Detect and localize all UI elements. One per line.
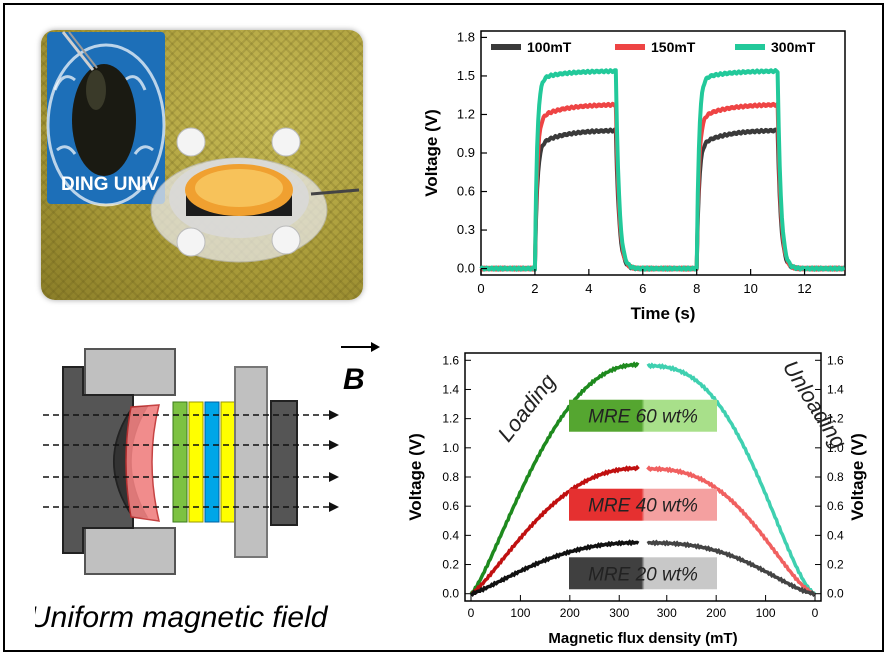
chart2-x-tick-label: 200 (706, 606, 726, 620)
yellow-layer (188, 401, 204, 523)
chart2-series-label-box (569, 557, 717, 590)
b-field-symbol: B (343, 363, 365, 396)
chart1-y-tick-label: 0.3 (457, 222, 475, 237)
chart1-legend-label: 100mT (527, 39, 572, 55)
chart2-series-label: MRE 60 wt% (588, 407, 698, 428)
chart2-loading-line (470, 464, 640, 596)
green-layer (172, 401, 188, 523)
right-magnet (234, 366, 268, 558)
chart2-y-tick-label-right: 1.2 (827, 412, 844, 426)
chart1-y-tick-label: 1.2 (457, 106, 475, 121)
chart2-y-tick-label-left: 1.6 (442, 353, 459, 367)
badge-text: DING UNIV (61, 174, 160, 195)
chart2-y-tick-label-right: 1.4 (827, 382, 844, 396)
chart2-x-tick-label: 300 (657, 606, 677, 620)
chart2-unloading-line (646, 465, 816, 597)
chart2-y-tick-label-right: 0.4 (827, 528, 844, 542)
chart2-series-label-box (569, 399, 717, 432)
blue-layer (204, 401, 220, 523)
chart2-x-tick-label: 100 (510, 606, 530, 620)
device-photo-illustration: DING UNIV (46, 31, 360, 263)
chart2-loading-line (469, 361, 640, 595)
chart2-y-tick-label-right: 0.8 (827, 470, 844, 484)
field-lines (43, 414, 331, 508)
right-plate (270, 400, 298, 526)
chart2-y-axis-label-left: Voltage (V) (406, 433, 425, 521)
chart2-y-tick-label-right: 0.0 (827, 587, 844, 601)
chart1-x-tick-label: 6 (639, 281, 646, 296)
chart1-y-axis-label: Voltage (V) (422, 109, 441, 197)
unloading-label: Unloading (778, 356, 852, 454)
chart2-y-tick-label-left: 0.0 (442, 587, 459, 601)
chart1-series-line-300mT (479, 68, 846, 272)
schematic-caption: Uniform magnetic field (35, 601, 329, 634)
bottom-magnet (84, 527, 176, 575)
chart2-x-tick-label: 300 (609, 606, 629, 620)
chart1-x-tick-label: 2 (531, 281, 538, 296)
chart1-y-tick-label: 0.6 (457, 184, 475, 199)
chart2-y-tick-label-left: 1.0 (442, 441, 459, 455)
red-layer (125, 404, 160, 522)
chart2-y-tick-label-left: 0.2 (442, 558, 459, 572)
chart1-x-tick-label: 12 (797, 281, 811, 296)
chart2-unloading-line (646, 362, 816, 596)
chart2-x-tick-label: 0 (468, 606, 475, 620)
chart2-y-tick-label-left: 0.6 (442, 499, 459, 513)
chart1-x-tick-label: 0 (477, 281, 484, 296)
chart1-legend-label: 300mT (771, 39, 816, 55)
chart2-loading-line (469, 539, 640, 597)
figure-frame: DING UNIV 0 2 4 6 8 10 12 0.0 0.3 0.6 0.9 1.2 1.5 1.8… (3, 3, 884, 652)
chart1-x-axis-label: Time (s) (631, 304, 696, 323)
voltage-flux-chart: 0 100 200 300 300 200 100 0 0.0 0.0 0.2 0.2 0.4 0.4 0.… (406, 352, 867, 647)
chart2-y-tick-label-left: 1.4 (442, 382, 459, 396)
screw-cap (176, 127, 206, 157)
top-magnet (84, 348, 176, 396)
chart1-x-tick-label: 4 (585, 281, 592, 296)
chart2-series-label: MRE 40 wt% (588, 496, 698, 517)
yellow-layer-2 (220, 401, 236, 523)
chart2-y-tick-label-right: 0.6 (827, 499, 844, 513)
voltage-time-chart: 0 2 4 6 8 10 12 0.0 0.3 0.6 0.9 1.2 1.5 1.8 100mT 150m… (422, 29, 846, 323)
chart1-y-tick-label: 1.8 (457, 29, 475, 44)
chart1-y-tick-label: 0.9 (457, 145, 475, 160)
chart2-x-tick-label: 200 (560, 606, 580, 620)
chart2-x-tick-label: 0 (812, 606, 819, 620)
chart2-y-tick-label-right: 1.6 (827, 353, 844, 367)
wire (310, 188, 360, 196)
chart2-y-tick-label-left: 1.2 (442, 412, 459, 426)
chart1-legend-label: 150mT (651, 39, 696, 55)
chart2-x-axis-label: Magnetic flux density (mT) (548, 630, 737, 647)
device-photo: DING UNIV (41, 30, 363, 300)
chart1-x-tick-label: 8 (693, 281, 700, 296)
chart2-y-tick-label-right: 0.2 (827, 558, 844, 572)
chart2-y-tick-label-left: 0.8 (442, 470, 459, 484)
chart1-y-tick-label: 0.0 (457, 261, 475, 276)
schematic-diagram: B Uniform magnetic field (35, 342, 380, 634)
chart2-series-label: MRE 20 wt% (588, 564, 698, 585)
chart2-y-axis-label-right: Voltage (V) (848, 433, 867, 521)
field-arrowheads (329, 410, 339, 512)
chart1-x-tick-label: 10 (743, 281, 757, 296)
chart2-y-tick-label-right: 1.0 (827, 441, 844, 455)
chart2-y-tick-label-left: 0.4 (442, 528, 459, 542)
chart1-y-tick-label: 1.5 (457, 68, 475, 83)
tweezers (61, 31, 95, 71)
chart2-x-tick-label: 100 (756, 606, 776, 620)
chart2-series-label-box (569, 488, 717, 521)
chart2-unloading-line (646, 539, 817, 598)
